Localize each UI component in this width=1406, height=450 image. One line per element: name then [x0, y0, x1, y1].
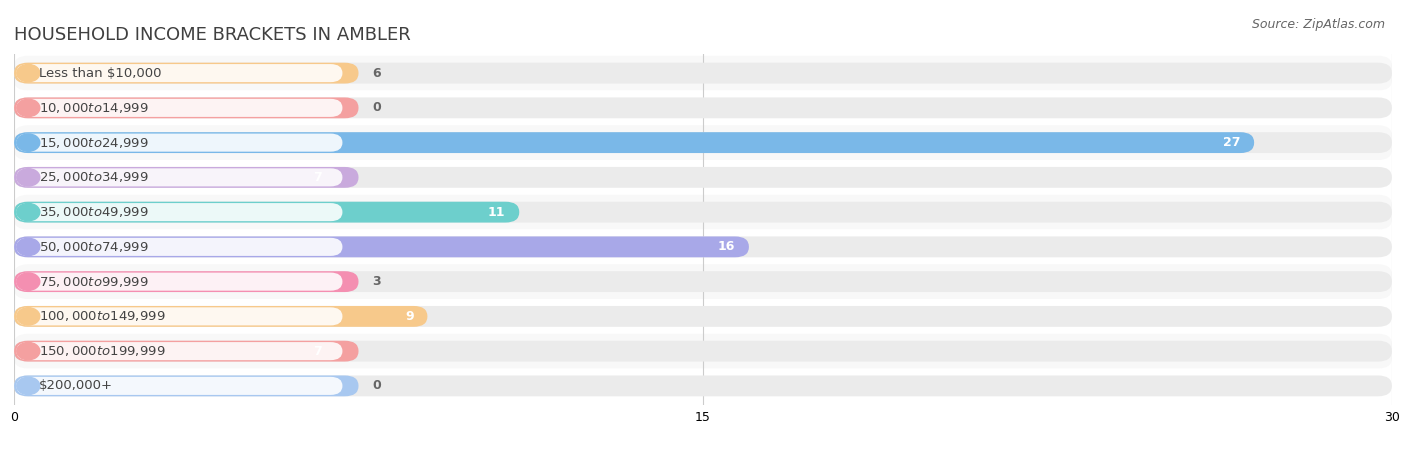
FancyBboxPatch shape	[14, 375, 359, 396]
FancyBboxPatch shape	[14, 299, 1392, 334]
Circle shape	[17, 169, 39, 186]
FancyBboxPatch shape	[14, 230, 1392, 264]
FancyBboxPatch shape	[14, 236, 1392, 257]
Text: 3: 3	[373, 275, 381, 288]
FancyBboxPatch shape	[14, 236, 749, 257]
FancyBboxPatch shape	[14, 56, 1392, 90]
Text: $25,000 to $34,999: $25,000 to $34,999	[39, 171, 149, 184]
FancyBboxPatch shape	[14, 160, 1392, 195]
FancyBboxPatch shape	[14, 167, 1392, 188]
FancyBboxPatch shape	[14, 132, 1254, 153]
Text: Source: ZipAtlas.com: Source: ZipAtlas.com	[1251, 18, 1385, 31]
FancyBboxPatch shape	[17, 238, 343, 256]
FancyBboxPatch shape	[14, 167, 359, 188]
FancyBboxPatch shape	[14, 202, 1392, 223]
FancyBboxPatch shape	[14, 341, 359, 361]
FancyBboxPatch shape	[14, 264, 1392, 299]
FancyBboxPatch shape	[17, 134, 343, 152]
Text: $150,000 to $199,999: $150,000 to $199,999	[39, 344, 166, 358]
FancyBboxPatch shape	[14, 98, 1392, 118]
Text: $200,000+: $200,000+	[39, 379, 114, 392]
FancyBboxPatch shape	[14, 334, 1392, 369]
FancyBboxPatch shape	[14, 341, 1392, 361]
Circle shape	[17, 203, 39, 221]
FancyBboxPatch shape	[17, 99, 343, 117]
Text: 6: 6	[373, 67, 381, 80]
Text: 7: 7	[314, 171, 322, 184]
Text: 11: 11	[488, 206, 506, 219]
Text: Less than $10,000: Less than $10,000	[39, 67, 162, 80]
Circle shape	[17, 99, 39, 117]
FancyBboxPatch shape	[17, 342, 343, 360]
FancyBboxPatch shape	[14, 195, 1392, 230]
Circle shape	[17, 377, 39, 395]
Circle shape	[17, 342, 39, 360]
Circle shape	[17, 64, 39, 82]
FancyBboxPatch shape	[14, 306, 1392, 327]
Text: $15,000 to $24,999: $15,000 to $24,999	[39, 135, 149, 149]
Circle shape	[17, 134, 39, 151]
Circle shape	[17, 273, 39, 290]
FancyBboxPatch shape	[14, 125, 1392, 160]
FancyBboxPatch shape	[17, 307, 343, 325]
FancyBboxPatch shape	[14, 375, 1392, 396]
Text: 27: 27	[1223, 136, 1240, 149]
FancyBboxPatch shape	[17, 64, 343, 82]
Circle shape	[17, 238, 39, 256]
FancyBboxPatch shape	[17, 377, 343, 395]
Text: 0: 0	[373, 379, 381, 392]
FancyBboxPatch shape	[14, 271, 359, 292]
Text: 0: 0	[373, 101, 381, 114]
FancyBboxPatch shape	[17, 273, 343, 291]
FancyBboxPatch shape	[14, 63, 359, 84]
Text: $35,000 to $49,999: $35,000 to $49,999	[39, 205, 149, 219]
FancyBboxPatch shape	[17, 168, 343, 186]
Text: $100,000 to $149,999: $100,000 to $149,999	[39, 310, 166, 324]
FancyBboxPatch shape	[14, 90, 1392, 125]
Text: 7: 7	[314, 345, 322, 358]
Text: $50,000 to $74,999: $50,000 to $74,999	[39, 240, 149, 254]
FancyBboxPatch shape	[17, 203, 343, 221]
FancyBboxPatch shape	[14, 369, 1392, 403]
FancyBboxPatch shape	[14, 271, 1392, 292]
Text: HOUSEHOLD INCOME BRACKETS IN AMBLER: HOUSEHOLD INCOME BRACKETS IN AMBLER	[14, 26, 411, 44]
Text: $75,000 to $99,999: $75,000 to $99,999	[39, 274, 149, 288]
FancyBboxPatch shape	[14, 63, 1392, 84]
FancyBboxPatch shape	[14, 306, 427, 327]
Text: $10,000 to $14,999: $10,000 to $14,999	[39, 101, 149, 115]
FancyBboxPatch shape	[14, 202, 519, 223]
FancyBboxPatch shape	[14, 98, 359, 118]
Text: 9: 9	[405, 310, 413, 323]
FancyBboxPatch shape	[14, 132, 1392, 153]
Circle shape	[17, 308, 39, 325]
Text: 16: 16	[718, 240, 735, 253]
